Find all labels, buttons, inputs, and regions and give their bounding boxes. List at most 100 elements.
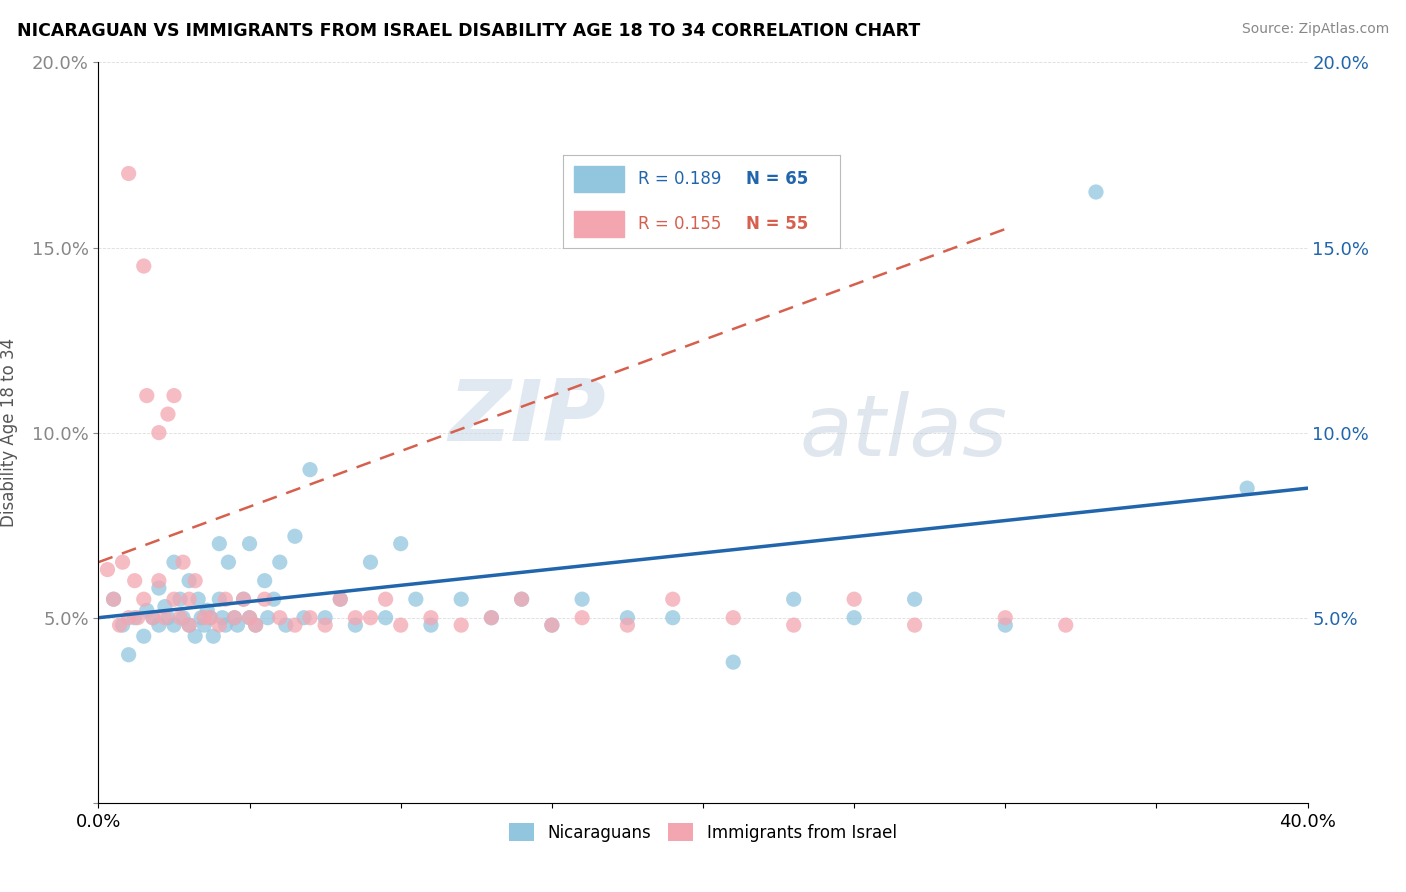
Point (142, 610, 165, 624)
Point (239, 536, 262, 550)
Point (245, 618, 267, 632)
Point (245, 618, 267, 632)
Point (269, 555, 291, 569)
Point (148, 581, 170, 595)
Point (783, 592, 806, 607)
Text: R = 0.155: R = 0.155 (637, 215, 721, 233)
Point (314, 618, 336, 632)
Point (169, 592, 191, 607)
Point (616, 618, 638, 632)
Point (329, 592, 352, 607)
Point (239, 610, 262, 624)
Point (200, 610, 222, 624)
Point (127, 610, 149, 624)
Point (193, 618, 215, 632)
Point (111, 555, 134, 569)
Point (239, 610, 262, 624)
Text: ZIP: ZIP (449, 376, 606, 459)
Point (253, 592, 276, 607)
Point (844, 592, 866, 607)
Point (172, 555, 194, 569)
Legend: Nicaraguans, Immigrants from Israel: Nicaraguans, Immigrants from Israel (501, 815, 905, 850)
FancyBboxPatch shape (574, 166, 624, 192)
Point (211, 610, 233, 624)
Point (904, 618, 927, 632)
Point (389, 618, 412, 632)
Point (420, 618, 443, 632)
FancyBboxPatch shape (574, 211, 624, 236)
Point (994, 618, 1017, 632)
Point (208, 536, 231, 550)
Point (344, 618, 367, 632)
Point (661, 610, 683, 624)
Point (224, 610, 246, 624)
Point (510, 592, 533, 607)
Point (783, 618, 806, 632)
Point (994, 610, 1017, 624)
Point (1085, 185, 1108, 199)
Point (153, 610, 176, 624)
Point (844, 610, 866, 624)
Point (344, 610, 367, 624)
Point (190, 610, 212, 624)
Point (200, 610, 222, 624)
Point (179, 592, 201, 607)
Point (163, 592, 186, 607)
Point (256, 610, 278, 624)
Point (374, 592, 396, 607)
Point (169, 610, 191, 624)
Point (184, 629, 207, 643)
Point (132, 592, 155, 607)
Point (661, 592, 683, 607)
Point (214, 592, 236, 607)
Point (723, 655, 745, 669)
Point (193, 610, 215, 624)
Point (232, 592, 254, 607)
Point (360, 555, 382, 569)
Point (132, 629, 155, 643)
Point (156, 610, 179, 624)
Point (299, 462, 322, 476)
Point (226, 618, 249, 632)
Point (723, 610, 745, 624)
Point (299, 610, 322, 624)
Point (163, 618, 186, 632)
Point (1054, 618, 1077, 632)
Point (195, 603, 218, 617)
Point (118, 166, 141, 180)
Point (284, 529, 307, 543)
Point (253, 574, 276, 588)
Point (374, 610, 396, 624)
Point (208, 618, 231, 632)
Point (163, 555, 186, 569)
Point (284, 618, 307, 632)
Point (263, 592, 285, 607)
Point (172, 610, 194, 624)
Point (314, 610, 336, 624)
Point (148, 618, 170, 632)
Point (187, 592, 209, 607)
Point (103, 592, 125, 607)
Point (1236, 481, 1258, 495)
Point (108, 618, 131, 632)
Point (232, 592, 254, 607)
Point (217, 555, 239, 569)
Point (540, 618, 562, 632)
Point (163, 388, 186, 402)
Point (360, 610, 382, 624)
Point (118, 610, 141, 624)
Point (111, 618, 134, 632)
Point (420, 610, 443, 624)
Point (179, 574, 201, 588)
Point (208, 592, 231, 607)
Text: NICARAGUAN VS IMMIGRANTS FROM ISRAEL DISABILITY AGE 18 TO 34 CORRELATION CHART: NICARAGUAN VS IMMIGRANTS FROM ISRAEL DIS… (17, 22, 920, 40)
Point (202, 629, 225, 643)
Point (450, 592, 472, 607)
Point (96, 563, 118, 577)
Text: N = 65: N = 65 (747, 170, 808, 188)
Point (616, 610, 638, 624)
Point (904, 592, 927, 607)
Point (481, 610, 503, 624)
Text: N = 55: N = 55 (747, 215, 808, 233)
Point (135, 388, 157, 402)
